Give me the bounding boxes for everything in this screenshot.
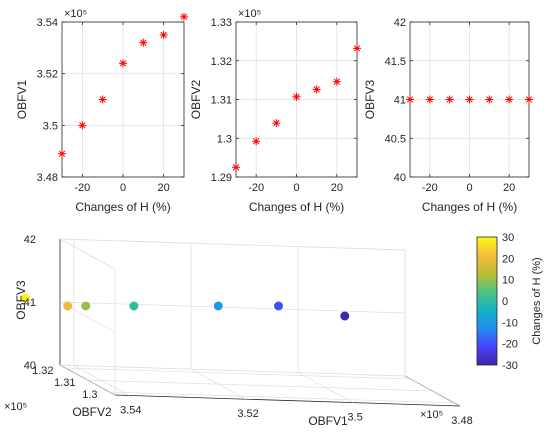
x-tick-label: 20 <box>331 182 343 194</box>
z-grid-line <box>59 364 406 377</box>
data-point-asterisk <box>525 95 533 104</box>
x-axis-label-3d: OBFV1 <box>308 414 348 428</box>
data-point-asterisk <box>98 95 107 104</box>
y-tick-label-3d: 1.3 <box>82 389 97 401</box>
x-tick-label: -20 <box>248 182 264 194</box>
y-tick-label: 40.5 <box>385 133 406 145</box>
y-tick-label: 1.32 <box>211 56 232 68</box>
data-point-asterisk <box>425 95 434 104</box>
y-grid-line <box>65 367 411 380</box>
y-tick-label: 40 <box>394 172 406 184</box>
x-tick-label-3d: 3.54 <box>120 404 141 416</box>
data-point-asterisk <box>406 95 414 104</box>
data-point-asterisk <box>119 59 127 68</box>
y-axis-label: OBFV3 <box>363 80 377 120</box>
z-axis-label: OBFV3 <box>14 280 28 320</box>
data-point-3d <box>63 301 73 311</box>
y-tick-label: 3.54 <box>37 17 58 29</box>
x-tick-label: -20 <box>74 182 90 194</box>
data-point-asterisk <box>180 12 188 21</box>
y-grid-line <box>109 391 455 404</box>
data-point-3d <box>129 301 139 311</box>
colorbar-tick-label: -10 <box>502 317 518 329</box>
x-axis-label: Changes of H (%) <box>249 200 344 214</box>
x-tick-label: 0 <box>120 182 126 194</box>
y-tick-label-3d: 1.31 <box>54 377 75 389</box>
x-exponent-label-3d: ×10⁵ <box>420 409 443 421</box>
colorbar-tick-label: 0 <box>502 296 508 308</box>
z-tick-label: 40 <box>24 360 36 372</box>
data-point-3d <box>81 301 91 311</box>
colorbar <box>476 236 498 366</box>
data-point-asterisk <box>232 163 240 172</box>
data-point-asterisk <box>505 95 514 104</box>
y-exponent-label: ×10⁵ <box>238 8 261 20</box>
y-tick-label: 3.48 <box>37 172 58 184</box>
data-point-asterisk <box>445 95 454 104</box>
z-grid-line <box>59 301 406 314</box>
y-exponent-label-3d: ×10⁵ <box>4 401 27 413</box>
data-point-asterisk <box>159 30 168 39</box>
y-tick-label: 1.29 <box>211 172 232 184</box>
data-point-asterisk <box>353 44 361 53</box>
y-tick-label: 1.3 <box>217 133 232 145</box>
z-tick-label: 41 <box>24 297 36 309</box>
x-tick-label: -20 <box>422 182 438 194</box>
y-tick-label: 1.31 <box>211 95 232 107</box>
x-tick-label-3d: 3.48 <box>451 415 472 427</box>
y-axis-label: OBFV2 <box>189 80 203 120</box>
data-point-asterisk <box>78 121 87 130</box>
axes-box <box>61 21 185 178</box>
data-point-asterisk <box>485 95 494 104</box>
data-point-asterisk <box>465 95 474 104</box>
data-point-asterisk <box>332 77 341 86</box>
colorbar-tick-label: 30 <box>502 232 514 244</box>
z-grid-line <box>59 238 406 251</box>
axes-box <box>235 21 358 178</box>
x-tick-label: 0 <box>466 182 472 194</box>
y-tick-label: 42 <box>394 17 406 29</box>
y-grid-line <box>87 379 433 392</box>
data-point-3d <box>213 301 223 311</box>
x-tick-label: 0 <box>293 182 299 194</box>
x-tick-label: 20 <box>158 182 170 194</box>
y-tick-label: 1.33 <box>211 17 232 29</box>
x-axis-line <box>114 394 461 407</box>
data-point-3d <box>340 311 350 321</box>
x-tick-label-3d: 3.5 <box>347 412 362 424</box>
data-point-asterisk <box>312 85 321 94</box>
y-tick-label-3d: 1.32 <box>32 365 53 377</box>
colorbar-tick-label: 20 <box>502 253 514 265</box>
y-tick-label: 41 <box>394 95 406 107</box>
data-point-asterisk <box>252 137 261 146</box>
z-tick-label: 42 <box>24 234 36 246</box>
data-point-3d <box>274 301 284 311</box>
x-tick-label: 20 <box>503 182 515 194</box>
data-point-asterisk <box>58 149 66 158</box>
colorbar-tick-label: -20 <box>502 339 518 351</box>
y-axis-label-3d: OBFV2 <box>72 405 112 419</box>
colorbar-label: Changes of H (%) <box>531 257 543 344</box>
data-point-asterisk <box>292 92 301 101</box>
x-axis-label: Changes of H (%) <box>75 200 170 214</box>
colorbar-tick-label: 10 <box>502 275 514 287</box>
y-tick-label: 3.5 <box>43 120 58 132</box>
x-tick-label-3d: 3.52 <box>237 408 258 420</box>
y-tick-label: 3.52 <box>37 69 58 81</box>
data-point-asterisk <box>139 38 148 47</box>
x-axis-label: Changes of H (%) <box>422 200 517 214</box>
y-exponent-label: ×10⁵ <box>64 8 87 20</box>
z-grid-line-left <box>59 238 116 270</box>
data-point-3d <box>20 293 30 303</box>
y-axis-label: OBFV1 <box>15 80 29 120</box>
y-tick-label: 41.5 <box>385 56 406 68</box>
data-point-asterisk <box>272 119 281 128</box>
colorbar-tick-label: -30 <box>502 360 518 372</box>
